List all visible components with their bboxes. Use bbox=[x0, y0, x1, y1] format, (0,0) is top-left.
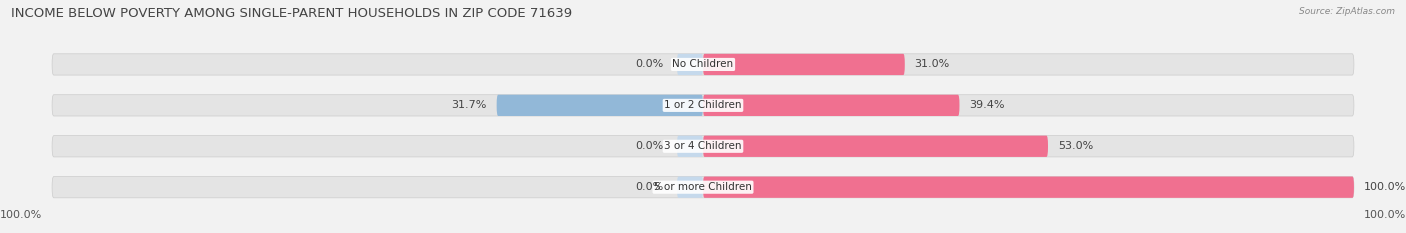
Text: No Children: No Children bbox=[672, 59, 734, 69]
FancyBboxPatch shape bbox=[703, 177, 1354, 198]
Text: 0.0%: 0.0% bbox=[636, 182, 664, 192]
FancyBboxPatch shape bbox=[52, 95, 1354, 116]
FancyBboxPatch shape bbox=[676, 54, 703, 75]
Text: 0.0%: 0.0% bbox=[636, 141, 664, 151]
Text: 53.0%: 53.0% bbox=[1057, 141, 1092, 151]
FancyBboxPatch shape bbox=[496, 95, 703, 116]
Text: 0.0%: 0.0% bbox=[636, 59, 664, 69]
Text: 100.0%: 100.0% bbox=[1364, 210, 1406, 220]
Text: Source: ZipAtlas.com: Source: ZipAtlas.com bbox=[1299, 7, 1395, 16]
Text: 1 or 2 Children: 1 or 2 Children bbox=[664, 100, 742, 110]
Text: 100.0%: 100.0% bbox=[0, 210, 42, 220]
Text: 39.4%: 39.4% bbox=[969, 100, 1005, 110]
FancyBboxPatch shape bbox=[676, 136, 703, 157]
FancyBboxPatch shape bbox=[52, 177, 1354, 198]
FancyBboxPatch shape bbox=[703, 136, 1047, 157]
FancyBboxPatch shape bbox=[703, 54, 905, 75]
Text: INCOME BELOW POVERTY AMONG SINGLE-PARENT HOUSEHOLDS IN ZIP CODE 71639: INCOME BELOW POVERTY AMONG SINGLE-PARENT… bbox=[11, 7, 572, 20]
FancyBboxPatch shape bbox=[676, 177, 703, 198]
Text: 31.0%: 31.0% bbox=[914, 59, 950, 69]
FancyBboxPatch shape bbox=[703, 95, 959, 116]
Text: 3 or 4 Children: 3 or 4 Children bbox=[664, 141, 742, 151]
Text: 5 or more Children: 5 or more Children bbox=[654, 182, 752, 192]
FancyBboxPatch shape bbox=[52, 54, 1354, 75]
Text: 100.0%: 100.0% bbox=[1364, 182, 1406, 192]
Text: 31.7%: 31.7% bbox=[451, 100, 486, 110]
FancyBboxPatch shape bbox=[52, 136, 1354, 157]
